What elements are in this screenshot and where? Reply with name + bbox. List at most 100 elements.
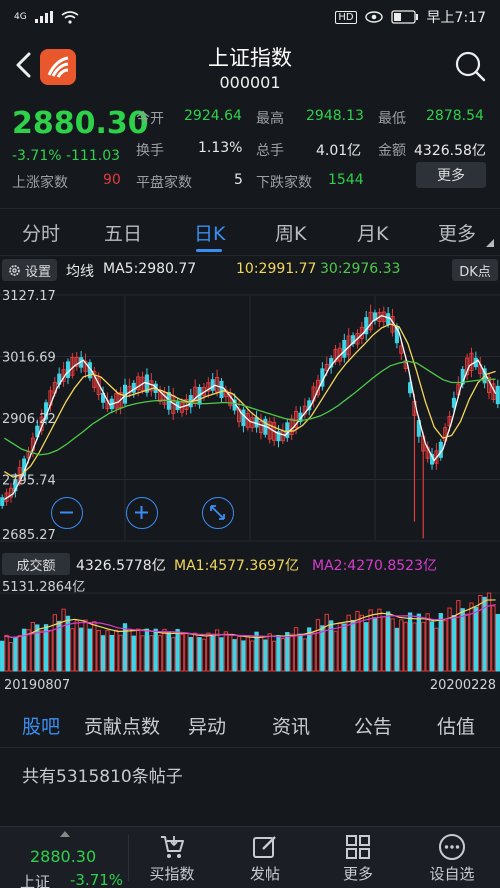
tab-intraday[interactable]: 分时 — [22, 223, 61, 245]
tab-news[interactable]: 资讯 — [272, 716, 311, 738]
app-logo[interactable] — [40, 49, 76, 85]
ma-line-ma30 — [4, 360, 496, 456]
more-button[interactable]: 更多 — [318, 833, 398, 884]
tab-five-day[interactable]: 五日 — [104, 223, 143, 245]
volume-bar — [118, 634, 123, 672]
volume-bar — [399, 619, 404, 672]
volume-bar — [315, 619, 321, 672]
volume-value: 4326.5778亿 — [76, 558, 166, 574]
period-tabs: 分时 五日 日K 周K 月K 更多 — [0, 208, 500, 256]
volume-bar — [214, 629, 220, 672]
volume-bar — [267, 633, 272, 672]
volume-bar — [92, 621, 97, 672]
volume-bar — [70, 628, 75, 672]
bottom-bar: 2880.30 上证 -3.71% 买指数 发帖 更多 设自选 — [0, 826, 500, 888]
volume-bar — [285, 632, 290, 672]
volume-bar — [232, 639, 237, 672]
volume-bar — [83, 619, 88, 672]
candle-body — [434, 450, 439, 464]
volume-ma2: MA2:4270.8523亿 — [312, 558, 437, 574]
candle-body — [469, 352, 474, 372]
back-button[interactable] — [10, 48, 36, 82]
volume-bar — [61, 608, 66, 672]
candle-body — [377, 312, 382, 323]
tab-announcements[interactable]: 公告 — [354, 716, 393, 738]
candle-body — [206, 382, 211, 392]
end-date: 20200228 — [429, 678, 496, 693]
tab-forum[interactable]: 股吧 — [22, 716, 61, 738]
candle-body — [258, 420, 263, 434]
tab-weekly-k[interactable]: 周K — [275, 223, 307, 245]
add-watchlist-button[interactable]: 设自选 — [412, 833, 492, 884]
mini-price: 2880.30 — [30, 847, 97, 866]
volume-bar — [263, 639, 268, 672]
tab-contribution[interactable]: 贡献点数 — [84, 716, 161, 738]
fullscreen-button[interactable] — [202, 497, 234, 529]
volume-bar — [421, 621, 426, 672]
caret-up-icon — [60, 831, 70, 837]
wifi-icon — [61, 10, 79, 24]
search-button[interactable] — [454, 50, 486, 82]
tab-movement[interactable]: 异动 — [188, 716, 227, 738]
volume-bar — [271, 640, 277, 672]
volume-bar — [447, 607, 452, 672]
post-count: 共有5315810条帖子 — [22, 767, 183, 787]
candle-body — [294, 410, 299, 429]
post-button[interactable]: 发帖 — [225, 833, 305, 884]
status-bar: 4G HD 早上7:17 — [0, 0, 500, 34]
volume-bar — [149, 635, 154, 672]
volume-chart[interactable]: 5131.2864亿 — [0, 577, 500, 675]
volume-bar — [302, 638, 307, 672]
candle-body — [447, 415, 452, 427]
tab-daily-k[interactable]: 日K — [194, 223, 226, 245]
zoom-out-button[interactable] — [51, 497, 83, 529]
volume-indicator-button[interactable]: 成交额 — [2, 553, 70, 575]
volume-bar — [333, 630, 338, 672]
volume-bar — [337, 623, 343, 672]
buy-index-button[interactable]: 买指数 — [132, 833, 212, 884]
candle-body — [8, 487, 14, 498]
candle-body — [333, 348, 338, 363]
kline-chart[interactable]: 3127.17 3016.69 2906.22 2795.74 2685.27 — [0, 283, 500, 549]
volume-bar — [425, 613, 430, 672]
tab-monthly-k[interactable]: 月K — [357, 223, 389, 245]
dk-point-button[interactable]: DK点 — [452, 259, 498, 281]
tab-more[interactable]: 更多 — [438, 223, 477, 245]
dropdown-corner-icon — [486, 239, 494, 247]
volume-bar — [298, 633, 303, 672]
volume-bar — [359, 614, 365, 672]
tab-valuation[interactable]: 估值 — [437, 716, 476, 738]
down-count-value: 1544 — [328, 172, 364, 188]
zoom-in-button[interactable] — [126, 497, 158, 529]
candle-body — [136, 376, 141, 391]
volume-bar — [307, 627, 312, 672]
volume-bar — [127, 628, 132, 672]
volume-bar — [30, 621, 36, 672]
battery-icon — [390, 10, 418, 24]
plus-icon — [135, 506, 148, 519]
more-quote-button[interactable]: 更多 — [416, 162, 486, 188]
volume-bar — [346, 614, 351, 672]
volume-bar — [324, 613, 329, 672]
volume-bar — [35, 624, 40, 672]
volume-bar — [438, 613, 443, 672]
candle-body — [386, 313, 391, 325]
candle-body — [74, 356, 79, 367]
volume-bar — [78, 627, 84, 672]
high-label: 最高 — [256, 111, 284, 127]
volume-bar — [429, 621, 435, 672]
y-tick-label: 2795.74 — [2, 474, 56, 489]
candle-body — [285, 422, 290, 438]
settings-button[interactable]: 设置 — [2, 259, 58, 281]
volume-bar — [105, 629, 110, 672]
clock: 早上7:17 — [426, 10, 486, 26]
grid-icon — [346, 835, 370, 859]
candle-body — [495, 385, 500, 405]
candle-body — [368, 311, 373, 331]
price-change: -3.71% -111.03 — [12, 148, 121, 164]
ma-line-ma5 — [4, 314, 497, 500]
volume-bar — [17, 635, 22, 672]
signal-icon — [34, 11, 53, 23]
volume-bar — [26, 629, 31, 672]
volume-value: 4.01亿 — [316, 143, 362, 159]
